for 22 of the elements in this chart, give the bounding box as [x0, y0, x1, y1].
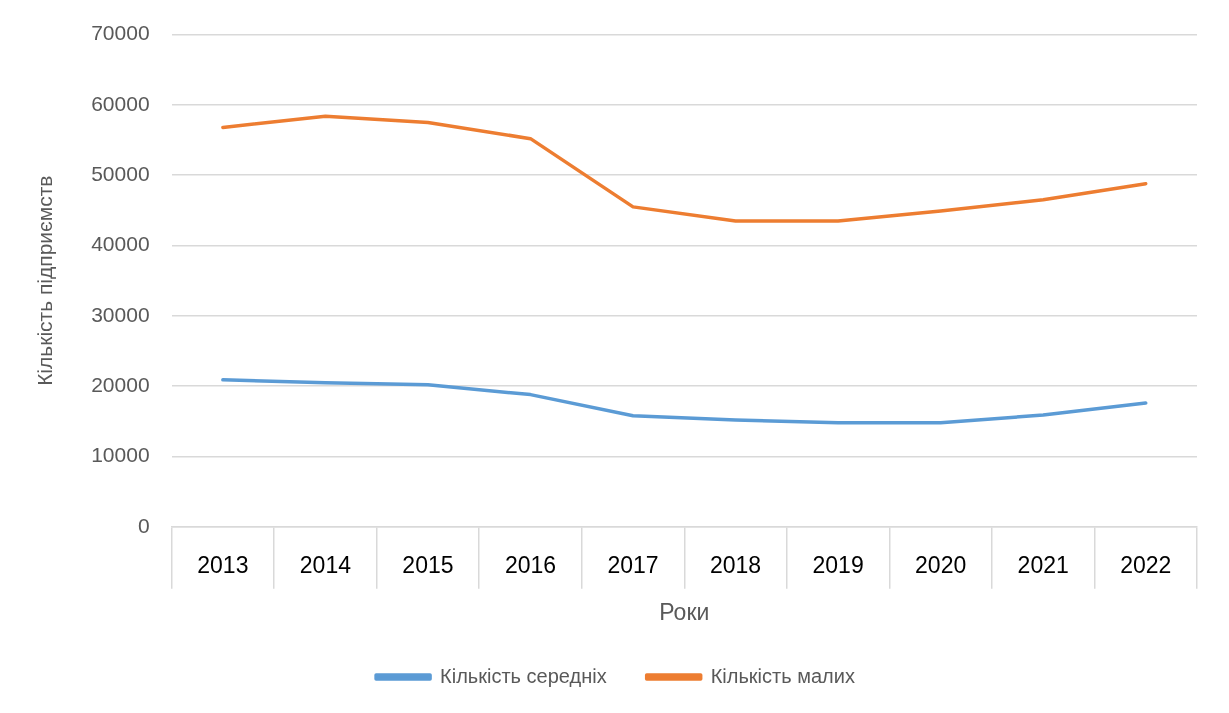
x-tick-label: 2014: [299, 551, 352, 578]
x-tick-label: 2013: [197, 551, 249, 578]
x-tick-label: 2019: [812, 551, 864, 578]
y-tick-label: 30000: [91, 302, 150, 326]
y-tick-label: 40000: [91, 232, 150, 256]
y-tick-label: 60000: [91, 91, 150, 115]
legend-label: Кількість середніх: [440, 664, 607, 687]
x-tick-label: 2021: [1017, 551, 1069, 578]
x-tick-label: 2022: [1120, 551, 1172, 578]
y-tick-label: 0: [137, 513, 150, 537]
y-tick-label: 10000: [91, 443, 150, 467]
legend-label: Кількість малих: [710, 664, 855, 687]
x-tick-label: 2017: [607, 551, 659, 578]
x-tick-label: 2016: [504, 551, 557, 578]
y-tick-label: 50000: [91, 162, 150, 186]
x-tick-label: 2015: [402, 551, 454, 578]
y-tick-label: 70000: [91, 21, 150, 45]
x-tick-label: 2018: [709, 551, 762, 578]
x-tick-label: 2020: [915, 551, 967, 578]
y-tick-label: 20000: [91, 372, 150, 396]
x-axis-title: Роки: [659, 598, 710, 625]
y-axis-title: Кількість підприємств: [33, 175, 57, 386]
